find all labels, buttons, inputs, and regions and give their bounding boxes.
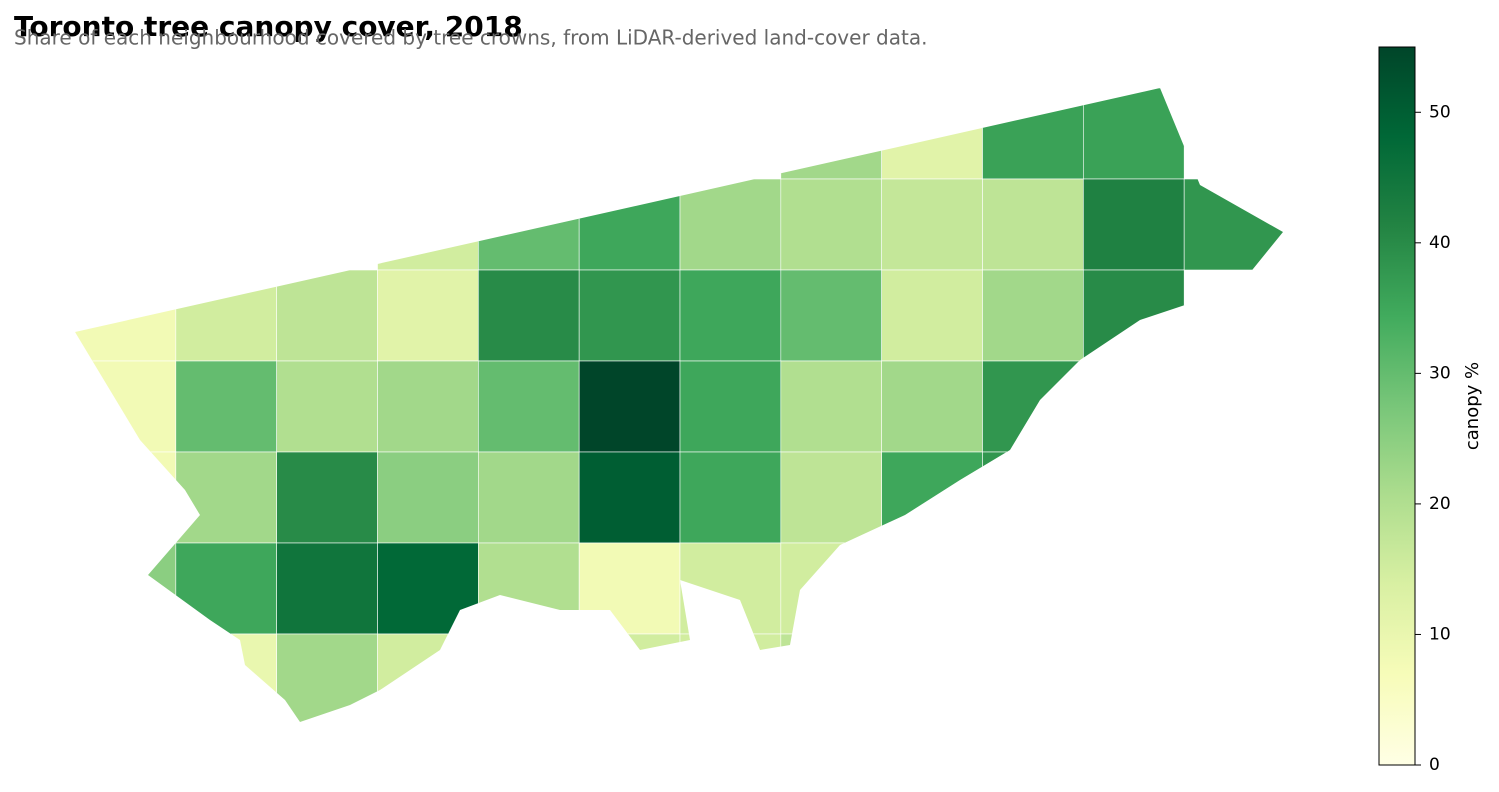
neighbourhood (679, 360, 782, 453)
neighbourhood (578, 542, 681, 635)
neighbourhood (377, 633, 479, 722)
neighbourhood (175, 542, 277, 635)
neighbourhood (780, 542, 882, 635)
neighbourhood (1083, 88, 1185, 180)
neighbourhood (175, 451, 277, 544)
neighbourhood (75, 451, 177, 544)
neighbourhood (780, 360, 882, 453)
neighbourhood (780, 633, 882, 722)
neighbourhood (1083, 269, 1185, 362)
neighbourhood (75, 542, 177, 635)
neighbourhood (1083, 360, 1185, 453)
neighbourhood (478, 451, 580, 544)
neighbourhood (578, 360, 681, 453)
colorbar-tick-label: 20 (1429, 494, 1451, 514)
chart-title: Toronto tree canopy cover, 2018 (14, 10, 523, 43)
colorbar-tick-label: 50 (1429, 102, 1451, 122)
neighbourhood (982, 178, 1084, 271)
neighbourhood (276, 633, 378, 722)
neighbourhood (1183, 178, 1283, 271)
neighbourhood (175, 633, 277, 722)
map (75, 88, 1283, 722)
neighbourhood (478, 542, 580, 635)
neighbourhood (780, 451, 882, 544)
colorbar-label: canopy % (1462, 362, 1483, 450)
neighbourhood (478, 178, 580, 271)
neighbourhood (276, 451, 378, 544)
chart-subtitle: Share of each neighbourhood covered by t… (14, 26, 927, 50)
neighbourhood (679, 178, 782, 271)
neighbourhood (982, 360, 1084, 453)
neighbourhood (377, 451, 479, 544)
neighbourhood (276, 542, 378, 635)
neighbourhood (75, 269, 177, 362)
neighbourhood (780, 269, 882, 362)
neighbourhood (982, 269, 1084, 362)
neighbourhood (175, 360, 277, 453)
neighbourhood (881, 360, 983, 453)
neighbourhood (578, 451, 681, 544)
neighbourhood (377, 269, 479, 362)
neighbourhood (276, 360, 378, 453)
neighbourhood (478, 360, 580, 453)
neighbourhood (478, 269, 580, 362)
neighbourhood (679, 542, 782, 635)
colorbar (1378, 46, 1416, 766)
neighbourhood (377, 360, 479, 453)
neighbourhood (679, 451, 782, 544)
neighbourhood (679, 633, 782, 722)
neighbourhood (780, 88, 882, 180)
colorbar-tick-label: 30 (1429, 363, 1451, 383)
colorbar-tick-label: 10 (1429, 624, 1451, 644)
neighbourhood (881, 88, 983, 180)
neighbourhood (982, 88, 1084, 180)
neighbourhood (75, 360, 177, 453)
neighbourhood (1083, 178, 1185, 271)
neighbourhood (175, 269, 277, 362)
neighbourhood (377, 542, 479, 635)
colorbar-tick-label: 40 (1429, 233, 1451, 253)
neighbourhood (578, 633, 681, 722)
neighbourhood (780, 178, 882, 271)
neighbourhood (578, 178, 681, 271)
neighbourhood (982, 451, 1084, 544)
neighbourhood (276, 269, 378, 362)
neighbourhood (679, 269, 782, 362)
neighbourhood (881, 178, 983, 271)
neighbourhood (881, 451, 983, 544)
neighbourhood (881, 269, 983, 362)
neighbourhood (578, 269, 681, 362)
colorbar-tick-label: 0 (1429, 755, 1440, 775)
neighbourhood (377, 178, 479, 271)
neighbourhood (881, 542, 983, 635)
